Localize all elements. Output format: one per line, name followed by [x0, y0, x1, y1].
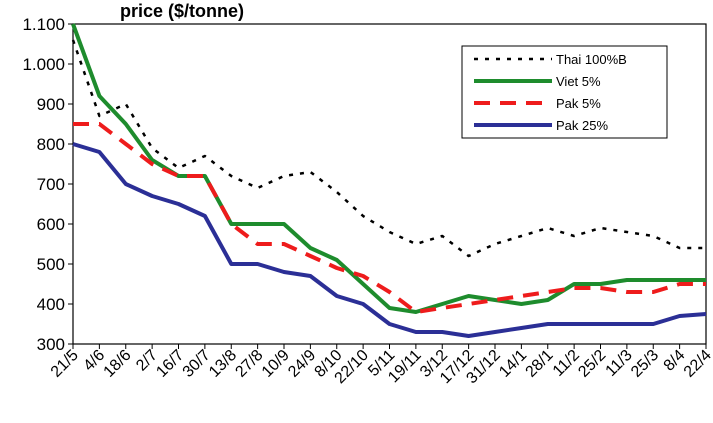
legend-label: Pak 25%: [556, 118, 608, 133]
legend-label: Viet 5%: [556, 74, 601, 89]
y-tick-label: 700: [37, 175, 65, 194]
x-tick-label: 11/3: [603, 347, 636, 380]
y-tick-label: 500: [37, 255, 65, 274]
legend-label: Pak 5%: [556, 96, 601, 111]
chart-legend: Thai 100%B Viet 5% Pak 5% Pak 25%: [461, 45, 668, 139]
y-tick-label: 1.100: [22, 15, 65, 34]
x-tick-label: 24/9: [285, 347, 319, 381]
chart-title: price ($/tonne): [120, 1, 244, 21]
x-tick-label: 16/7: [153, 347, 187, 381]
y-tick-label: 300: [37, 335, 65, 354]
legend-label: Thai 100%B: [556, 52, 627, 67]
x-tick-label: 22/4: [681, 347, 713, 381]
x-tick-label: 13/8: [206, 347, 240, 381]
x-tick-label: 11/2: [550, 347, 583, 380]
x-tick-label: 28/1: [523, 347, 557, 381]
legend-box: [461, 45, 668, 139]
x-tick-label: 25/2: [575, 347, 609, 381]
x-tick-label: 30/7: [180, 347, 214, 381]
x-tick-label: 27/8: [232, 347, 266, 381]
y-tick-label: 900: [37, 95, 65, 114]
y-tick-label: 1.000: [22, 55, 65, 74]
x-tick-label: 10/9: [259, 347, 293, 381]
x-tick-label: 14/1: [496, 347, 530, 381]
y-tick-label: 800: [37, 135, 65, 154]
x-tick-label: 18/6: [101, 347, 135, 381]
y-tick-label: 600: [37, 215, 65, 234]
x-tick-label: 25/3: [628, 347, 662, 381]
y-tick-label: 400: [37, 295, 65, 314]
chart-series: [71, 23, 707, 338]
